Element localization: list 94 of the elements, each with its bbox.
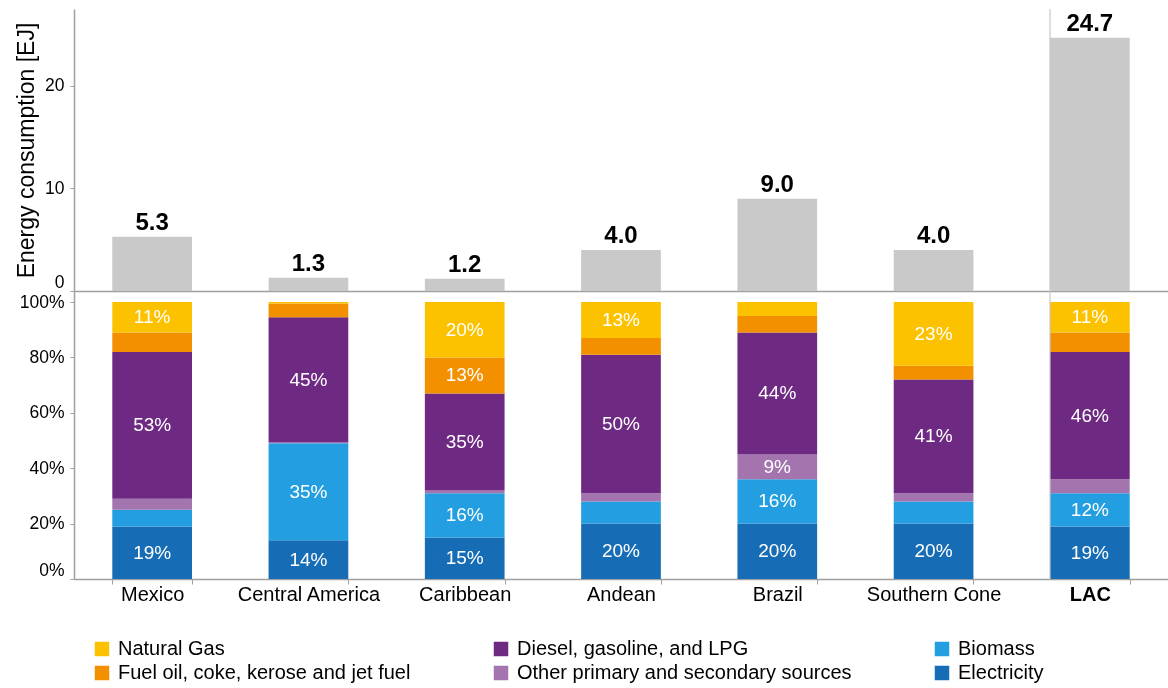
y-axis-title: Energy consumption [EJ] [13,22,40,279]
data-label: 20% [758,540,797,562]
bar [424,302,505,358]
y-tick-label: 20 [45,75,65,96]
data-label: 20% [601,540,641,562]
data-label: 46% [1070,404,1109,426]
bar [581,493,661,502]
bar [112,302,192,333]
data-label: 4.0 [916,220,951,248]
legend-label: Diesel, gasoline, and LPG [517,637,749,659]
bar [893,501,974,524]
bar [581,338,661,355]
bar [268,443,349,541]
bar [893,302,974,366]
x-tick-label: LAC [1069,582,1111,605]
data-label: 41% [914,425,953,447]
data-label: 16% [758,490,797,512]
bar [737,454,818,480]
bar [112,351,192,499]
data-label: 50% [601,412,641,434]
data-label: 14% [289,548,328,570]
x-tick-label: Brazil [752,582,803,605]
y-tick-label: 10 [45,177,65,198]
bar [737,302,818,316]
data-label: 13% [445,364,484,386]
bar [424,393,505,491]
bar [424,357,505,394]
bar [268,317,349,442]
data-label: 11% [133,306,171,328]
y-tick-label: 60% [29,402,65,423]
bar [1050,479,1130,494]
data-label: 35% [445,430,484,452]
data-label: 24.7 [1066,8,1114,36]
bar [893,379,974,494]
data-label: 5.3 [135,207,169,235]
data-label: 9% [763,455,792,477]
data-label: 20% [914,540,953,562]
data-label: 11% [1071,306,1109,328]
data-label: 12% [1070,498,1109,520]
bar [737,479,818,524]
data-label: 1.3 [291,248,326,276]
bar [112,332,192,352]
x-tick-label: Caribbean [419,582,512,605]
x-tick-label: Andean [587,582,656,605]
x-tick-label: Southern Cone [866,582,1002,605]
bar [112,509,192,527]
y-tick-label: 100% [19,291,65,312]
data-label: 19% [1070,541,1109,563]
bar [737,332,818,455]
y-tick-label: 80% [29,346,65,367]
data-label: 35% [289,480,328,502]
y-tick-label: 0 [54,271,65,292]
bar [112,498,192,510]
data-label: 19% [133,541,172,563]
data-label: 44% [758,382,797,404]
legend-label: Natural Gas [118,637,225,659]
bar [112,526,192,579]
y-tick-label: 20% [29,513,65,534]
data-label: 13% [601,309,641,331]
x-tick-label: Central America [237,582,381,605]
y-tick-label: 0% [39,559,65,580]
bar [424,493,505,538]
bar [1050,332,1130,352]
bar [1050,351,1130,480]
data-label: 16% [445,504,484,526]
bar [1050,302,1130,333]
bar [737,523,818,579]
legend-label: Other primary and secondary sources [517,661,852,683]
bar [893,365,974,380]
bar [581,523,661,579]
bar [737,315,818,333]
bar [893,523,974,579]
x-tick-label: Mexico [120,582,185,605]
bar [1050,526,1130,579]
data-label: 1.2 [448,249,482,277]
bar [581,354,661,494]
bar [581,501,661,524]
data-label: 4.0 [604,220,638,248]
bar [581,302,661,339]
legend-label: Biomass [958,637,1035,659]
legend-label: Fuel oil, coke, kerose and jet fuel [118,661,411,683]
bar [268,303,349,318]
data-label: 23% [914,322,953,344]
y-tick-label: 40% [29,457,65,478]
legend-label: Electricity [958,661,1044,683]
data-label: 9.0 [760,169,794,197]
bar [424,537,505,579]
bar [893,493,974,502]
data-label: 53% [133,414,172,436]
data-label: 45% [289,368,328,390]
data-label: 15% [445,547,484,569]
bar [268,540,349,579]
data-label: 20% [445,318,484,340]
bar [424,490,505,494]
